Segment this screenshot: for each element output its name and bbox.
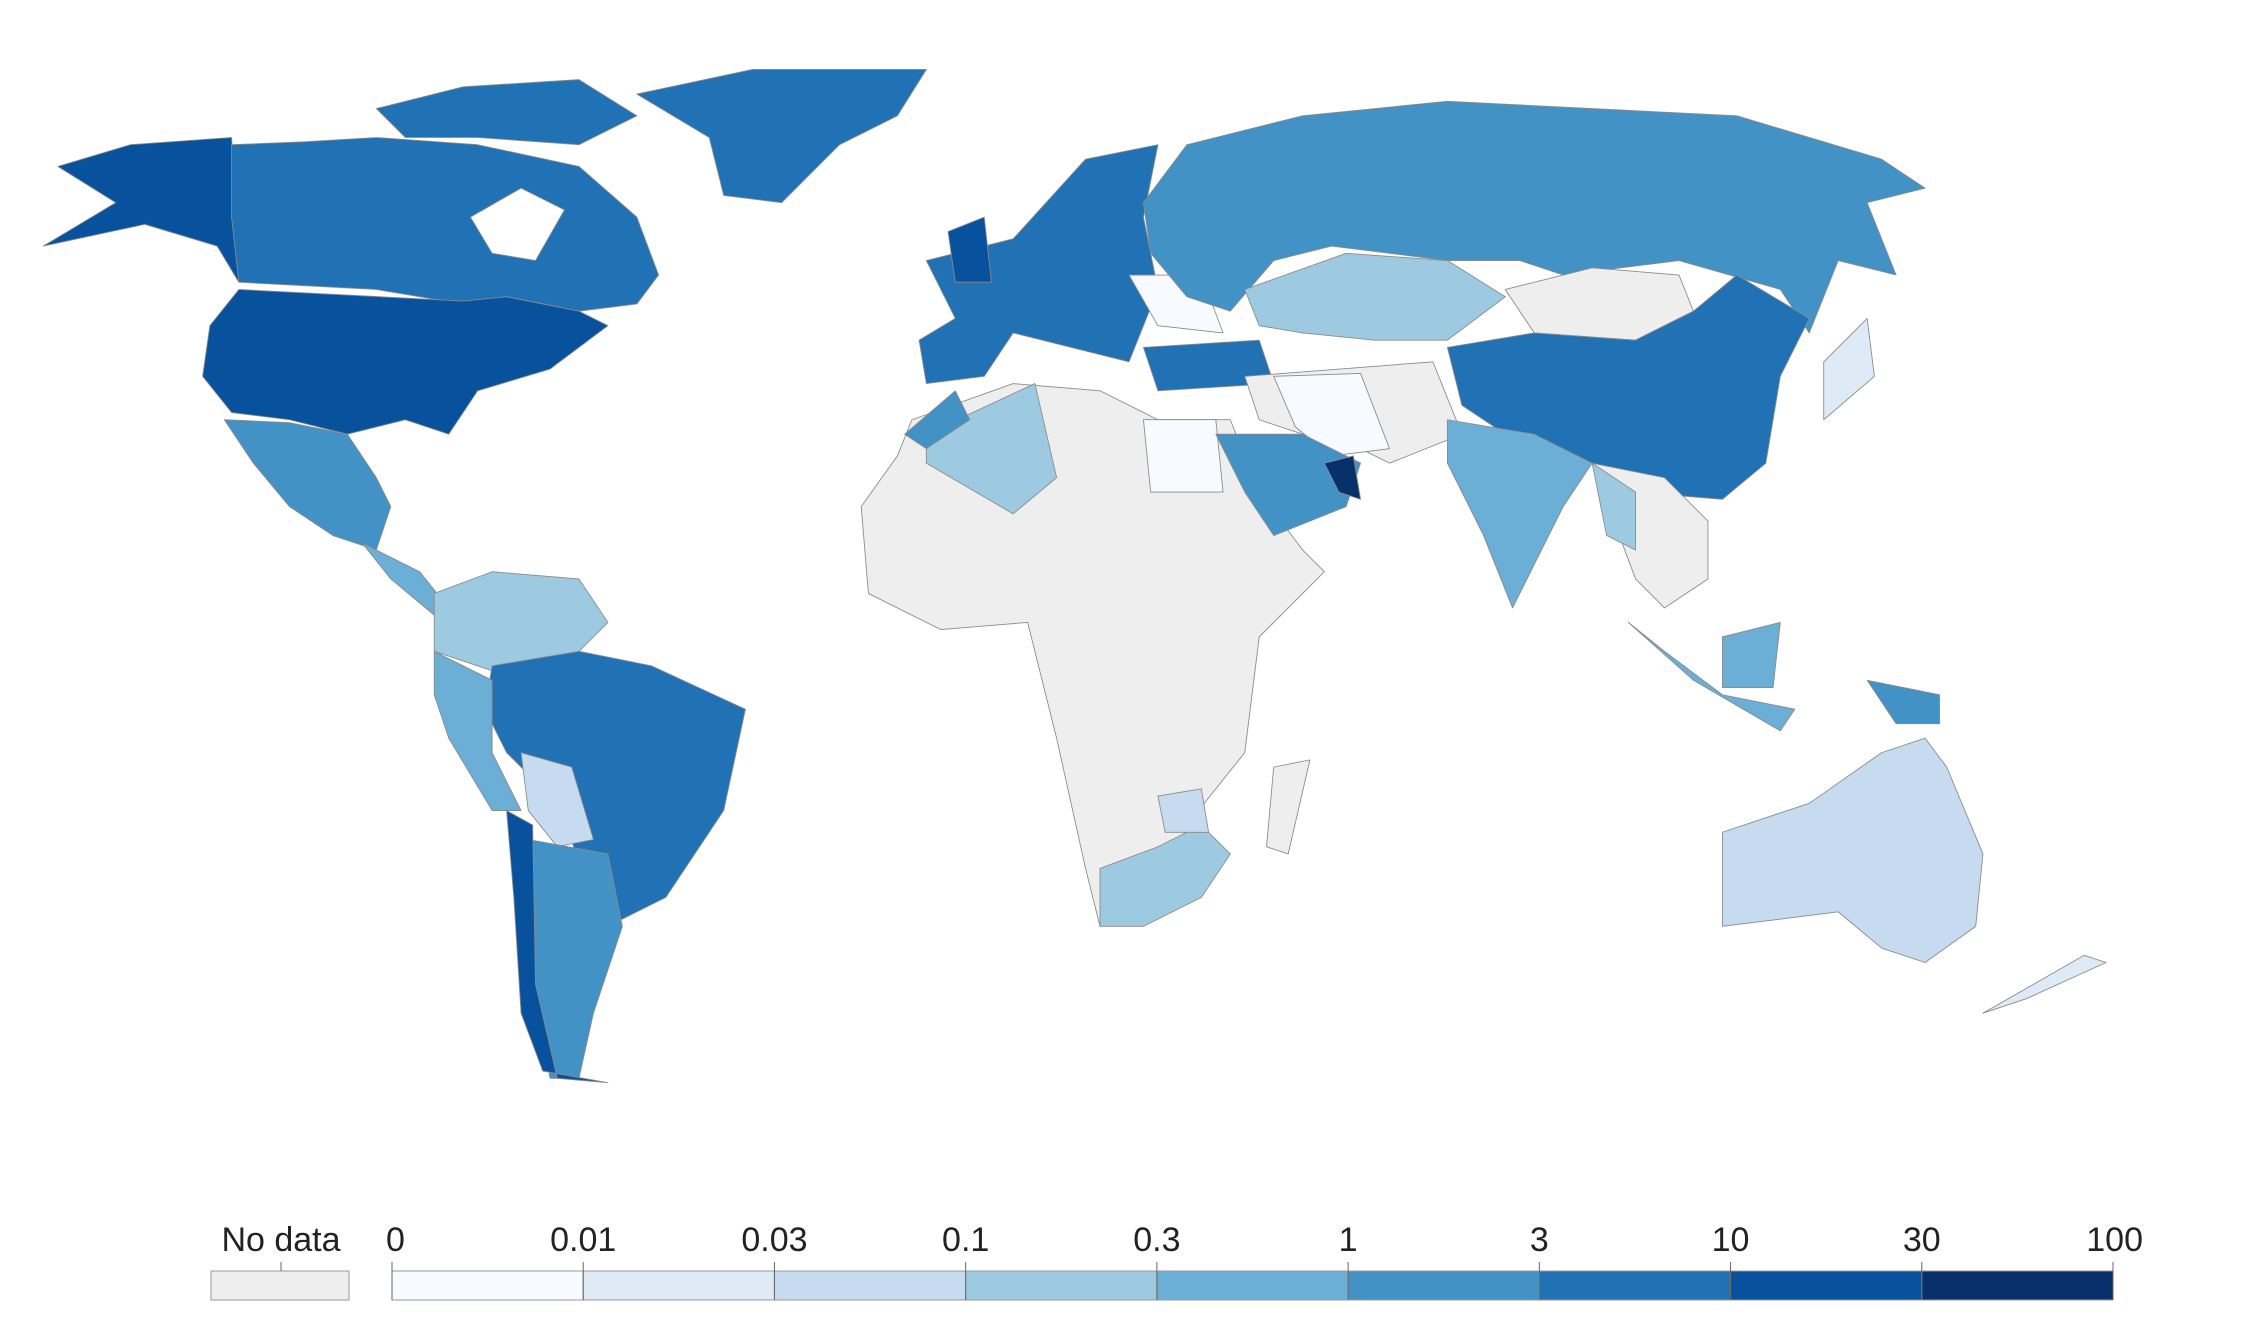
country — [520, 752, 594, 848]
country — [918, 144, 1159, 384]
country — [1823, 317, 1875, 421]
country — [1721, 737, 1984, 963]
country — [231, 137, 660, 312]
lake — [469, 187, 565, 261]
country — [375, 79, 638, 146]
legend-tick-label: 100 — [2086, 1221, 2143, 1259]
legend-bin — [1730, 1270, 1923, 1301]
country — [42, 137, 240, 283]
legend-tick-label: 30 — [1903, 1221, 1941, 1259]
legend-tick-label: 0 — [386, 1221, 405, 1259]
legend-tick-label: 3 — [1530, 1221, 1549, 1259]
legend-no-data-swatch — [210, 1270, 350, 1301]
country — [636, 69, 927, 204]
country — [506, 810, 609, 1084]
country — [484, 650, 746, 927]
country — [1143, 419, 1224, 493]
legend-bin — [965, 1270, 1158, 1301]
country — [1323, 455, 1361, 500]
country — [1273, 372, 1390, 457]
country — [1157, 788, 1210, 833]
legend-bin — [582, 1270, 775, 1301]
legend-bin — [1538, 1270, 1732, 1301]
country — [904, 390, 971, 450]
country — [925, 383, 1058, 515]
legend: No data 0 0.01 0.03 0.1 0.3 1 3 10 30 100 — [210, 1221, 2143, 1301]
legend-tick-label: 1 — [1339, 1221, 1358, 1259]
country — [223, 419, 392, 551]
country — [1627, 621, 1796, 732]
country — [947, 216, 992, 283]
world-map — [42, 69, 2107, 1084]
country — [202, 289, 609, 435]
legend-bin — [1921, 1270, 2114, 1301]
country — [1446, 419, 1593, 609]
legend-tick-label: 0.3 — [1133, 1221, 1180, 1259]
country — [1266, 759, 1311, 855]
legend-bin — [1347, 1270, 1540, 1301]
legend-no-data-label: No data — [221, 1221, 340, 1259]
country — [1866, 679, 1940, 725]
country — [1215, 433, 1361, 536]
legend-tick-label: 10 — [1712, 1221, 1750, 1259]
country — [1721, 621, 1781, 688]
country — [1099, 824, 1231, 927]
country — [1982, 954, 2107, 1014]
country — [1244, 252, 1506, 341]
country — [1143, 100, 1926, 334]
country — [1591, 462, 1636, 551]
legend-bin — [1156, 1270, 1349, 1301]
legend-tick-label: 0.1 — [942, 1221, 989, 1259]
legend-bin — [773, 1270, 967, 1301]
legend-tick-label: 0.03 — [741, 1221, 807, 1259]
legend-tick-label: 0.01 — [550, 1221, 616, 1259]
legend-bin — [391, 1270, 584, 1301]
